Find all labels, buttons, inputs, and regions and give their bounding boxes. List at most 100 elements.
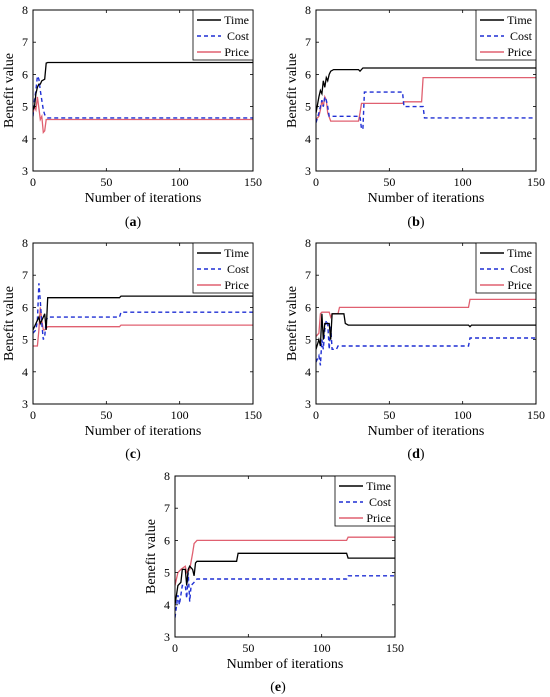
legend-label-cost: Cost [369,495,392,509]
plot-frame [32,9,254,172]
y-tick-label: 7 [305,35,311,49]
legend: Time Cost Price [475,9,537,61]
y-tick-label: 3 [22,397,28,411]
legend-label-price: Price [507,45,532,59]
y-tick-label: 5 [305,100,311,114]
x-tick-label: 50 [242,641,254,655]
series-line-price [316,76,536,122]
series-line-cost [175,572,395,618]
series-group [175,536,395,618]
y-tick-label: 8 [164,469,170,483]
chart-panel-e: 0 50 100 150 3 4 5 6 7 8 Number of iterations Benef… [144,469,404,695]
x-tick-label: 50 [100,175,112,189]
panel-caption: (d) [407,447,424,462]
x-axis-label: Number of iterations [368,191,485,206]
legend-label-cost: Cost [227,29,250,43]
y-tick-label: 5 [305,333,311,347]
plot-frame [315,9,537,172]
panel-caption: (b) [407,215,424,230]
panel-caption-letter: d [412,447,420,462]
series-line-time [33,295,253,331]
x-tick-label: 0 [30,175,36,189]
panel-caption: (a) [125,215,142,230]
chart-panel-c: 0 50 100 150 3 4 5 6 7 8 Number of iterations Benef… [2,236,262,462]
y-axis-label: Benefit value [285,53,300,128]
panel-caption-letter: b [412,215,420,230]
series-line-time [175,552,395,605]
y-tick-label: 6 [305,67,311,81]
x-axis-label: Number of iterations [368,424,485,439]
legend-label-price: Price [224,278,249,292]
legend-box [334,475,396,527]
y-axis-label: Benefit value [2,286,17,361]
plot-frame [174,475,396,638]
series-line-cost [316,91,536,130]
series-line-time [33,61,253,111]
y-axis-label: Benefit value [2,53,17,128]
legend: Time Cost Price [192,242,254,294]
series-line-cost [33,73,253,119]
x-tick-label: 0 [172,641,178,655]
legend-label-time: Time [366,479,391,493]
chart-panel-a: 0 50 100 150 3 4 5 6 7 8 Number of iterations Benef… [2,3,262,230]
chart-panel-d: 0 50 100 150 3 4 5 6 7 8 Number of iterations Benef… [285,236,545,462]
y-tick-label: 7 [22,35,28,49]
panel-caption-letter: a [130,215,137,230]
series-line-time [316,313,536,350]
y-tick-label: 5 [22,100,28,114]
x-axis-label: Number of iterations [85,424,202,439]
plot-frame [315,242,537,405]
x-tick-label: 50 [100,408,112,422]
series-line-time [316,67,536,114]
y-tick-label: 3 [22,164,28,178]
y-tick-label: 5 [22,333,28,347]
y-tick-label: 8 [305,3,311,17]
y-tick-label: 8 [22,236,28,250]
series-group [316,298,536,366]
series-line-cost [316,317,536,366]
legend: Time Cost Price [475,242,537,294]
y-tick-label: 7 [164,501,170,515]
y-tick-label: 4 [164,598,170,612]
x-tick-label: 100 [454,175,472,189]
legend-label-price: Price [507,278,532,292]
legend-label-time: Time [507,246,532,260]
series-line-price [33,307,253,347]
x-tick-label: 100 [171,175,189,189]
legend-label-price: Price [366,511,391,525]
y-tick-label: 4 [305,132,311,146]
x-tick-label: 150 [527,175,545,189]
y-tick-label: 4 [22,365,28,379]
x-axis-label: Number of iterations [85,191,202,206]
series-group [33,283,253,347]
y-tick-label: 3 [164,630,170,644]
y-tick-label: 5 [164,566,170,580]
chart-panel-b: 0 50 100 150 3 4 5 6 7 8 Number of iterations Benef… [285,3,545,230]
panel-caption: (e) [270,680,286,695]
legend-box [192,9,254,61]
y-tick-label: 4 [305,365,311,379]
y-tick-label: 7 [305,268,311,282]
y-tick-label: 7 [22,268,28,282]
legend-label-cost: Cost [227,262,250,276]
legend-label-cost: Cost [510,262,533,276]
y-tick-label: 8 [305,236,311,250]
y-tick-label: 8 [22,3,28,17]
legend: Time Cost Price [192,9,254,61]
y-tick-label: 3 [305,164,311,178]
y-tick-label: 6 [22,300,28,314]
x-tick-label: 100 [313,641,331,655]
series-group [33,61,253,134]
legend: Time Cost Price [334,475,396,527]
y-axis-label: Benefit value [285,286,300,361]
legend-label-cost: Cost [510,29,533,43]
x-axis-label: Number of iterations [227,657,344,672]
x-tick-label: 150 [527,408,545,422]
y-tick-label: 6 [164,533,170,547]
x-tick-label: 50 [383,408,395,422]
x-tick-label: 150 [386,641,404,655]
y-tick-label: 4 [22,132,28,146]
x-tick-label: 150 [244,175,262,189]
panel-caption-letter: e [275,680,281,695]
